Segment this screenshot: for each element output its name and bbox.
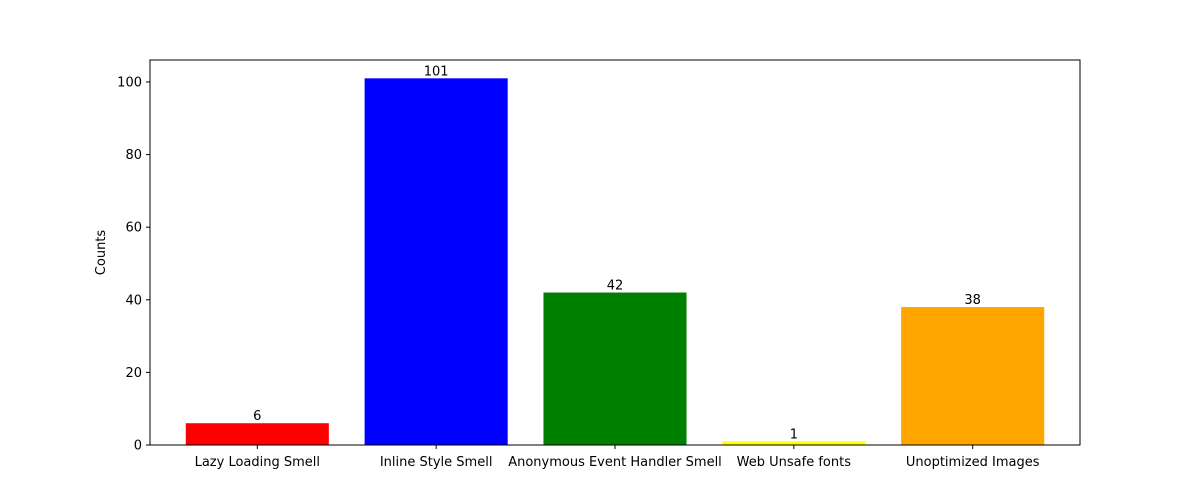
y-tick-label: 20 [125,366,142,381]
x-tick-label: Unoptimized Images [906,455,1040,470]
bar-5 [901,307,1045,445]
x-tick-label: Lazy Loading Smell [195,455,320,470]
y-tick-label: 80 [125,148,142,163]
bar-value-label: 1 [790,427,798,442]
bar-value-label: 101 [424,64,449,79]
x-tick-label: Web Unsafe fonts [737,455,852,470]
y-axis-label: Counts [94,230,109,276]
bar-value-label: 42 [607,279,624,294]
bar-1 [185,423,329,445]
x-tick-label: Inline Style Smell [380,455,493,470]
bar-2 [364,78,508,445]
bar-4 [722,441,866,445]
bar-3 [543,292,687,445]
plot-area: 6 101 42 1 38 [185,64,1045,445]
x-tick-label: Anonymous Event Handler Smell [508,455,722,470]
x-axis: Lazy Loading Smell Inline Style Smell Anon… [195,445,1040,470]
y-tick-label: 100 [117,75,142,90]
bar-value-label: 6 [253,409,261,424]
y-tick-label: 0 [134,439,142,454]
y-axis: 0 20 40 60 80 100 [117,75,150,454]
bar-value-label: 38 [964,293,981,308]
y-tick-label: 60 [125,221,142,236]
y-tick-label: 40 [125,293,142,308]
